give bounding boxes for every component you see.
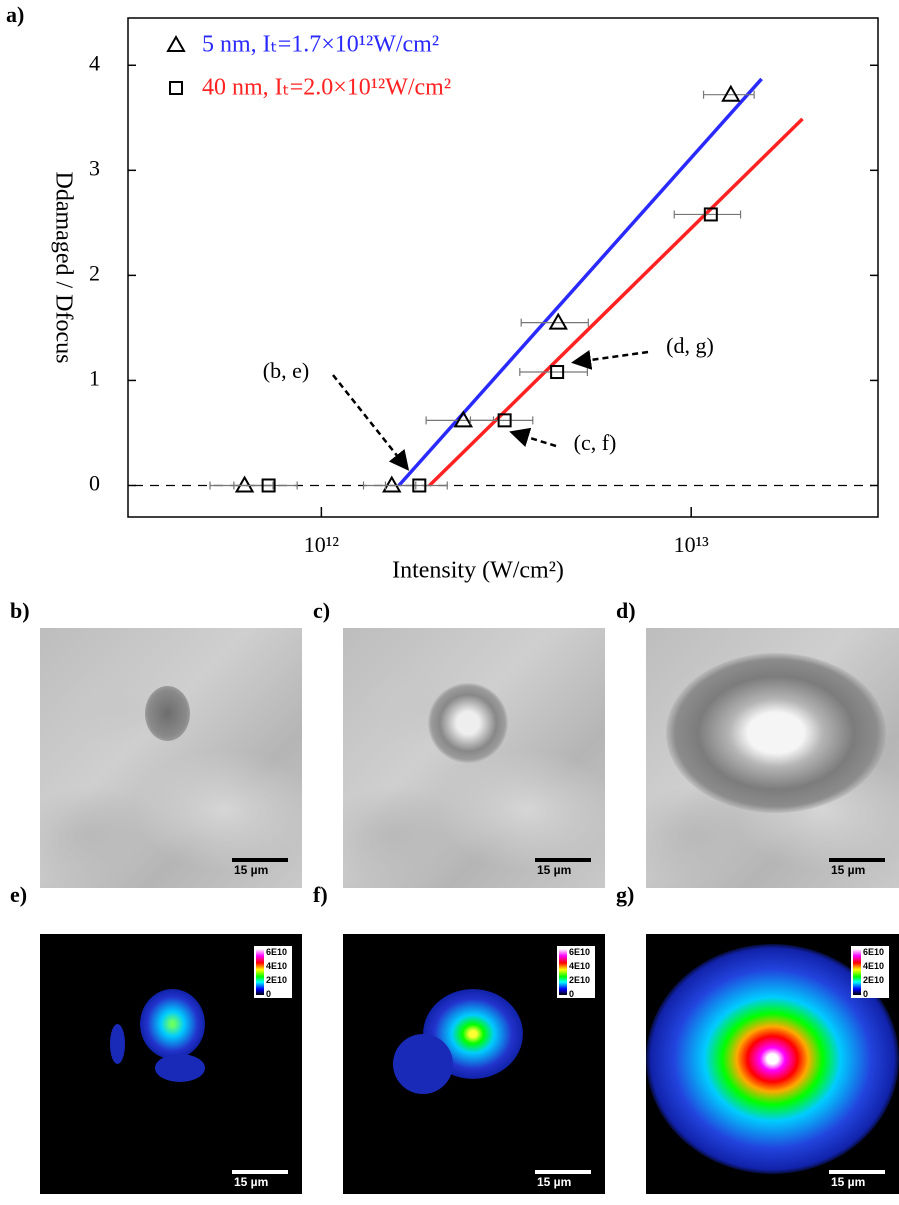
marker (721, 84, 741, 102)
marker (234, 475, 255, 493)
panel-label: a) (6, 2, 25, 27)
annotation-arrow (332, 374, 410, 471)
fit-line (397, 77, 763, 487)
error-bar (519, 368, 588, 377)
legend-marker (166, 34, 186, 52)
scale-bar-label: 15 µm (831, 863, 866, 877)
colorbar-label: 6E10 (266, 947, 288, 957)
image-feature (666, 653, 886, 813)
error-bar (702, 90, 755, 99)
scale-bar (535, 858, 591, 862)
marker (261, 478, 276, 493)
y-tick-label: 1 (89, 365, 100, 390)
marker (412, 478, 427, 493)
image-feature (140, 989, 205, 1059)
scale-bar-label: 15 µm (537, 863, 572, 877)
colorbar-label: 0 (863, 989, 869, 999)
heatmap: 15 µm 6E10 4E10 2E10 0 (343, 934, 605, 1194)
colorbar-label: 2E10 (266, 975, 288, 985)
x-tick-label: 10¹³ (674, 532, 710, 557)
heatmap: 15 µm 6E10 4E10 2E10 0 (646, 934, 899, 1194)
y-tick-label: 4 (89, 50, 100, 75)
legend-label: 5 nm, Iₜ=1.7×10¹²W/cm² (202, 32, 439, 58)
scale-bar-label: 15 µm (234, 863, 269, 877)
panel-label: e) (10, 882, 28, 907)
colorbar-gradient (853, 949, 861, 995)
micrograph: 15 µm (40, 628, 302, 888)
scale-bar (232, 1170, 288, 1174)
marker (550, 365, 565, 380)
legend-label: 40 nm, Iₜ=2.0×10¹²W/cm² (202, 75, 451, 101)
y-tick-label: 3 (89, 155, 100, 180)
scale-bar (535, 1170, 591, 1174)
image-feature (428, 683, 508, 763)
panel-label: b) (10, 598, 30, 623)
colorbar-label: 4E10 (266, 961, 288, 971)
panel-label: c) (313, 598, 331, 623)
colorbar-label: 2E10 (569, 975, 591, 985)
colorbar-label: 6E10 (569, 947, 591, 957)
scale-bar-label: 15 µm (537, 1175, 572, 1189)
marker (453, 410, 474, 428)
image-feature (393, 1034, 453, 1094)
colorbar: 6E10 4E10 2E10 0 (557, 946, 595, 999)
colorbar-label: 0 (266, 989, 272, 999)
annotation-arrow (571, 350, 649, 370)
marker (382, 475, 402, 493)
panel-label: f) (313, 882, 328, 907)
error-bar (384, 481, 448, 490)
annotation-arrow (509, 427, 557, 448)
marker (497, 413, 512, 428)
marker (548, 312, 568, 330)
chart: 0 1 2 3 4 10¹² 10¹³ Intensity (W/cm²) Ddamaged /… (50, 17, 879, 584)
scale-bar (829, 858, 885, 862)
y-axis-label: Ddamaged / Dfocus (50, 172, 76, 364)
colorbar-label: 4E10 (863, 961, 885, 971)
error-bar (469, 416, 534, 425)
colorbar-label: 6E10 (863, 947, 885, 957)
colorbar-gradient (559, 949, 567, 995)
x-tick-label: 10¹² (304, 532, 340, 557)
image-feature (110, 1024, 125, 1064)
colorbar: 6E10 4E10 2E10 0 (851, 946, 889, 999)
image-feature (155, 1054, 205, 1082)
fit-line (428, 117, 804, 487)
colorbar-label: 0 (569, 989, 575, 999)
scale-bar-label: 15 µm (831, 1175, 866, 1189)
micrograph: 15 µm (646, 628, 899, 888)
scale-bar-label: 15 µm (234, 1175, 269, 1189)
marker (703, 207, 718, 222)
colorbar-label: 4E10 (569, 961, 591, 971)
scale-bar (829, 1170, 885, 1174)
panel-label: g) (616, 882, 635, 907)
micrograph: 15 µm (343, 628, 605, 888)
annotation: (d, g) (666, 333, 714, 358)
error-bar (673, 210, 742, 219)
legend-marker (169, 81, 183, 95)
scale-bar (232, 858, 288, 862)
plot-frame (127, 17, 879, 518)
heatmap: 15 µm 6E10 4E10 2E10 0 (40, 934, 302, 1194)
colorbar-label: 2E10 (863, 975, 885, 985)
colorbar: 6E10 4E10 2E10 0 (254, 946, 292, 999)
panel-label: d) (616, 598, 636, 623)
annotation: (b, e) (263, 358, 309, 383)
x-axis-label: Intensity (W/cm²) (392, 558, 564, 584)
error-bar (233, 481, 298, 490)
y-tick-label: 0 (89, 471, 100, 496)
y-tick-label: 2 (89, 260, 100, 285)
colorbar-gradient (256, 949, 264, 995)
annotation: (c, f) (574, 430, 617, 455)
image-feature (145, 686, 190, 741)
